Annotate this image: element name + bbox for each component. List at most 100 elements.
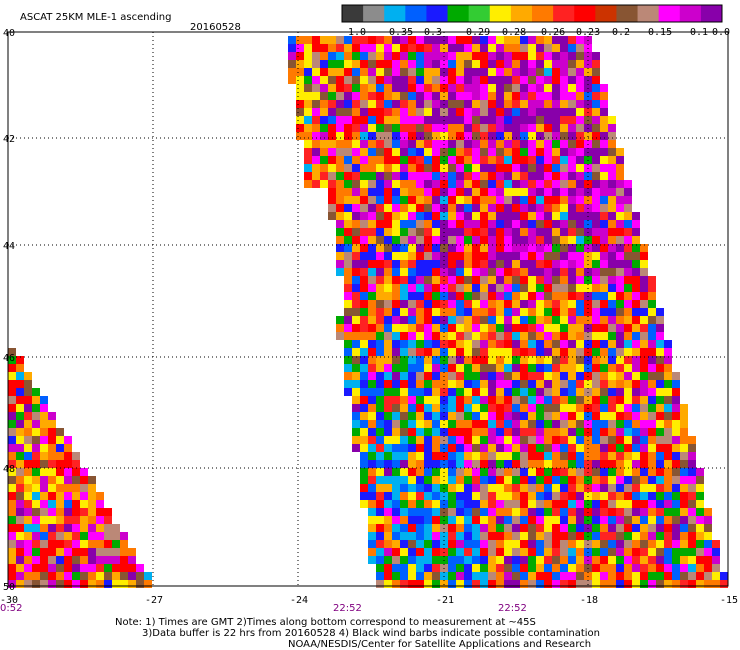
swath-pixel xyxy=(448,332,456,340)
swath-pixel xyxy=(464,396,472,404)
swath-pixel xyxy=(536,332,544,340)
swath-pixel xyxy=(504,140,512,148)
swath-pixel xyxy=(616,548,624,556)
swath-pixel xyxy=(416,492,424,500)
swath-pixel xyxy=(448,364,456,372)
swath-pixel xyxy=(464,196,472,204)
swath-pixel xyxy=(304,76,312,84)
swath-pixel xyxy=(416,172,424,180)
swath-pixel xyxy=(488,468,496,476)
swath-pixel xyxy=(640,340,648,348)
swath-pixel xyxy=(456,388,464,396)
swath-pixel xyxy=(696,580,704,588)
swath-pixel xyxy=(536,412,544,420)
swath-pixel xyxy=(368,116,376,124)
swath-pixel xyxy=(328,108,336,116)
swath-pixel xyxy=(512,364,520,372)
swath-pixel xyxy=(600,380,608,388)
swath-pixel xyxy=(664,404,672,412)
swath-pixel xyxy=(560,524,568,532)
swath-pixel xyxy=(376,124,384,132)
swath-pixel xyxy=(432,444,440,452)
swath-pixel xyxy=(424,412,432,420)
swath-pixel xyxy=(312,156,320,164)
swath-pixel xyxy=(520,292,528,300)
swath-pixel xyxy=(360,372,368,380)
swath-pixel xyxy=(96,524,104,532)
swath-pixel xyxy=(376,324,384,332)
swath-pixel xyxy=(432,532,440,540)
swath-pixel xyxy=(544,284,552,292)
swath-pixel xyxy=(448,340,456,348)
swath-pixel xyxy=(568,124,576,132)
swath-pixel xyxy=(520,492,528,500)
swath-pixel xyxy=(480,436,488,444)
swath-pixel xyxy=(640,364,648,372)
swath-pixel xyxy=(472,556,480,564)
swath-pixel xyxy=(416,108,424,116)
swath-pixel xyxy=(504,532,512,540)
swath-pixel xyxy=(376,468,384,476)
swath-pixel xyxy=(600,84,608,92)
swath-pixel xyxy=(368,188,376,196)
swath-pixel xyxy=(600,356,608,364)
swath-pixel xyxy=(536,292,544,300)
swath-pixel xyxy=(568,364,576,372)
swath-pixel xyxy=(552,76,560,84)
swath-pixel xyxy=(528,444,536,452)
swath-pixel xyxy=(608,348,616,356)
swath-pixel xyxy=(616,564,624,572)
swath-pixel xyxy=(600,252,608,260)
swath-pixel xyxy=(8,524,16,532)
swath-pixel xyxy=(600,156,608,164)
swath-pixel xyxy=(448,388,456,396)
swath-pixel xyxy=(384,36,392,44)
swath-pixel xyxy=(464,420,472,428)
swath-pixel xyxy=(552,452,560,460)
swath-pixel xyxy=(488,252,496,260)
swath-pixel xyxy=(640,468,648,476)
swath-pixel xyxy=(528,524,536,532)
swath-pixel xyxy=(608,548,616,556)
swath-pixel xyxy=(624,556,632,564)
swath-pixel xyxy=(56,580,64,588)
swath-pixel xyxy=(504,196,512,204)
swath-pixel xyxy=(640,516,648,524)
swath-pixel xyxy=(304,140,312,148)
swath-pixel xyxy=(128,580,136,588)
swath-pixel xyxy=(120,532,128,540)
swath-pixel xyxy=(552,164,560,172)
swath-pixel xyxy=(592,468,600,476)
swath-pixel xyxy=(616,364,624,372)
swath-pixel xyxy=(536,388,544,396)
swath-pixel xyxy=(392,148,400,156)
swath-pixel xyxy=(392,52,400,60)
swath-pixel xyxy=(392,212,400,220)
swath-pixel xyxy=(576,148,584,156)
swath-pixel xyxy=(416,68,424,76)
colorbar-label: -0.26 xyxy=(535,27,565,38)
swath-pixel xyxy=(600,292,608,300)
swath-pixel xyxy=(712,540,720,548)
swath-pixel xyxy=(344,340,352,348)
swath-pixel xyxy=(400,412,408,420)
swath-pixel xyxy=(376,524,384,532)
swath-pixel xyxy=(56,452,64,460)
swath-pixel xyxy=(592,52,600,60)
swath-pixel xyxy=(560,108,568,116)
swath-pixel xyxy=(536,436,544,444)
swath-pixel xyxy=(560,532,568,540)
swath-pixel xyxy=(560,204,568,212)
swath-pixel xyxy=(632,340,640,348)
swath-pixel xyxy=(568,132,576,140)
swath-pixel xyxy=(416,52,424,60)
swath-pixel xyxy=(408,276,416,284)
swath-pixel xyxy=(416,148,424,156)
swath-pixel xyxy=(640,484,648,492)
swath-pixel xyxy=(456,156,464,164)
swath-pixel xyxy=(472,196,480,204)
swath-pixel xyxy=(608,300,616,308)
swath-pixel xyxy=(536,284,544,292)
swath-pixel xyxy=(72,524,80,532)
swath-pixel xyxy=(408,308,416,316)
